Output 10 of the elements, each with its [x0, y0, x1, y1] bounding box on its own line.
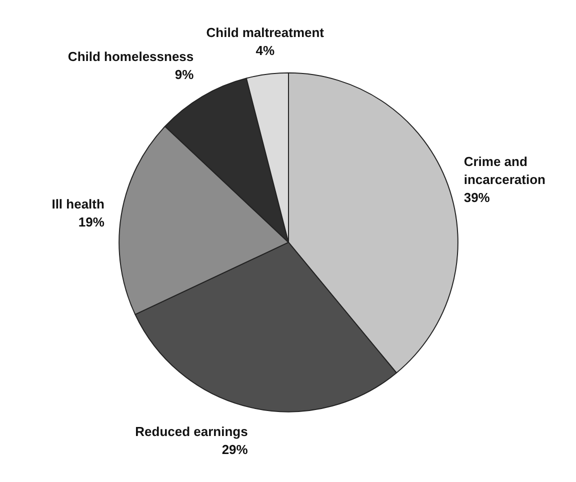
data-label: 4%: [256, 42, 275, 58]
data-label: 9%: [174, 67, 194, 82]
slice-label: Crime and incarceration: [464, 154, 546, 187]
data-label: 39%: [464, 190, 490, 205]
slice-label: Reduced earnings: [135, 424, 248, 439]
slice-label: Child homelessness: [68, 49, 194, 64]
slice-label: Child maltreatment: [206, 24, 325, 40]
slice-label: Ill health: [52, 196, 104, 212]
data-label: 29%: [222, 442, 248, 457]
data-label: 19%: [78, 214, 105, 230]
